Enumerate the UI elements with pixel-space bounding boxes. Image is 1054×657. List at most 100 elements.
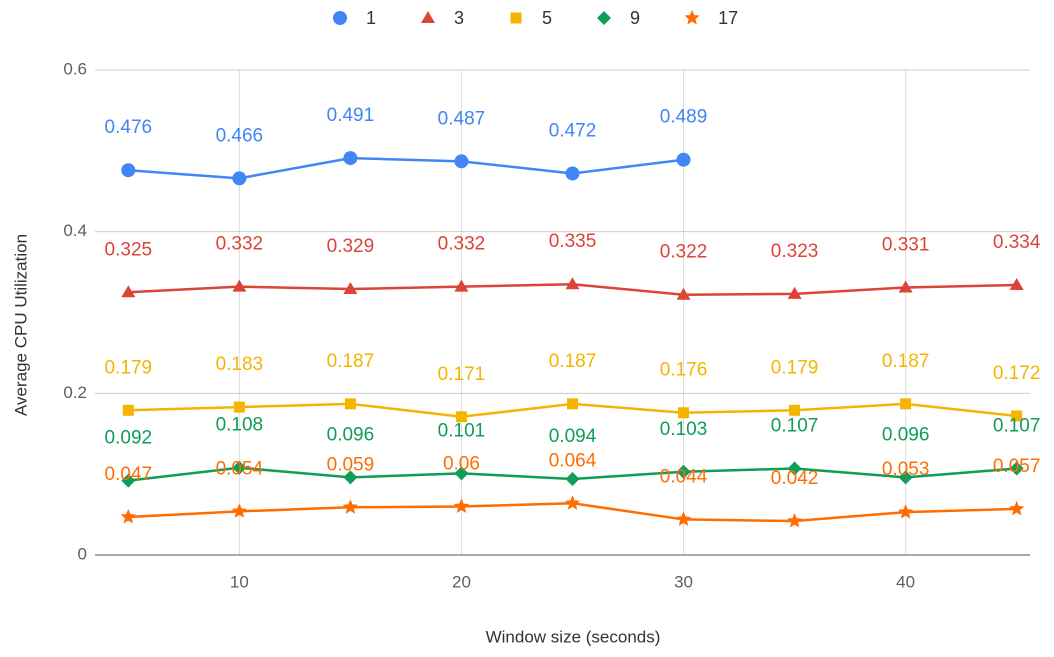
data-label: 0.057: [993, 456, 1041, 477]
marker: [121, 285, 136, 298]
data-label: 0.096: [882, 424, 930, 445]
data-label: 0.187: [882, 351, 930, 372]
data-label: 0.491: [327, 105, 375, 126]
marker: [676, 152, 691, 167]
data-label: 0.054: [216, 458, 264, 479]
marker: [900, 398, 912, 410]
marker: [675, 511, 692, 526]
marker: [231, 503, 247, 518]
data-label: 0.092: [105, 428, 153, 449]
marker: [510, 12, 522, 24]
marker: [1009, 278, 1024, 291]
marker: [454, 154, 469, 169]
marker: [684, 10, 700, 25]
legend-label: 3: [454, 8, 464, 28]
marker: [676, 464, 691, 479]
legend-label: 1: [366, 8, 376, 28]
data-label: 0.331: [882, 234, 930, 255]
data-label: 0.179: [771, 357, 819, 378]
data-label: 0.044: [660, 466, 708, 487]
x-tick-label: 20: [452, 572, 471, 591]
y-tick-label: 0.6: [63, 59, 87, 78]
marker: [454, 466, 469, 481]
marker: [342, 499, 358, 514]
data-label: 0.064: [549, 450, 597, 471]
marker: [565, 472, 580, 487]
data-label: 0.179: [105, 357, 153, 378]
marker: [344, 398, 356, 410]
data-label: 0.172: [993, 363, 1041, 384]
data-label: 0.183: [216, 354, 264, 375]
marker: [232, 460, 247, 475]
marker: [232, 279, 247, 292]
data-label: 0.171: [438, 364, 486, 385]
x-axis-title: Window size (seconds): [486, 627, 661, 646]
data-label: 0.334: [993, 232, 1041, 253]
data-label: 0.466: [216, 125, 264, 146]
data-label: 0.325: [105, 239, 153, 260]
marker: [343, 151, 358, 166]
marker: [898, 470, 913, 485]
y-tick-label: 0.2: [63, 383, 87, 402]
data-label: 0.489: [660, 107, 708, 128]
data-label: 0.096: [327, 424, 375, 445]
data-label: 0.322: [660, 242, 708, 263]
data-label: 0.187: [327, 351, 375, 372]
marker: [678, 407, 690, 419]
marker: [333, 11, 347, 25]
data-label: 0.472: [549, 120, 597, 141]
marker: [121, 473, 136, 488]
marker: [789, 404, 801, 416]
marker: [787, 286, 802, 299]
marker: [787, 461, 802, 476]
marker: [421, 11, 436, 23]
marker: [565, 166, 580, 181]
data-label: 0.329: [327, 236, 375, 257]
marker: [122, 404, 134, 416]
data-label: 0.101: [438, 420, 486, 441]
marker: [233, 401, 245, 413]
y-axis-title: Average CPU Utilization: [11, 234, 30, 416]
data-label: 0.187: [549, 351, 597, 372]
marker: [454, 279, 469, 292]
data-label: 0.059: [327, 454, 375, 475]
y-tick-label: 0: [78, 544, 87, 563]
marker: [343, 470, 358, 485]
marker: [676, 287, 691, 300]
marker: [453, 498, 470, 513]
marker: [597, 11, 612, 25]
data-label: 0.047: [105, 464, 153, 485]
legend-label: 17: [718, 8, 738, 28]
marker: [564, 495, 581, 510]
data-label: 0.094: [549, 426, 597, 447]
data-label: 0.332: [438, 234, 486, 255]
data-label: 0.476: [105, 117, 153, 138]
marker: [121, 163, 136, 178]
marker: [898, 280, 913, 293]
y-tick-label: 0.4: [63, 221, 87, 240]
data-label: 0.108: [216, 415, 264, 436]
data-label: 0.487: [438, 108, 486, 129]
data-label: 0.107: [771, 416, 819, 437]
data-label: 0.323: [771, 241, 819, 262]
x-tick-label: 10: [230, 572, 249, 591]
data-label: 0.335: [549, 231, 597, 252]
marker: [565, 277, 580, 290]
marker: [1009, 500, 1025, 516]
data-label: 0.103: [660, 419, 708, 440]
x-tick-label: 40: [896, 572, 915, 591]
legend-label: 9: [630, 8, 640, 28]
marker: [232, 171, 247, 186]
data-label: 0.053: [882, 459, 930, 480]
x-tick-label: 30: [674, 572, 693, 591]
marker: [1009, 461, 1024, 476]
marker: [343, 282, 358, 295]
marker: [120, 509, 136, 524]
marker: [898, 504, 914, 519]
data-label: 0.042: [771, 468, 819, 489]
series-line: [128, 156, 684, 180]
marker: [1011, 410, 1023, 422]
data-label: 0.06: [443, 454, 480, 475]
data-label: 0.332: [216, 234, 264, 255]
